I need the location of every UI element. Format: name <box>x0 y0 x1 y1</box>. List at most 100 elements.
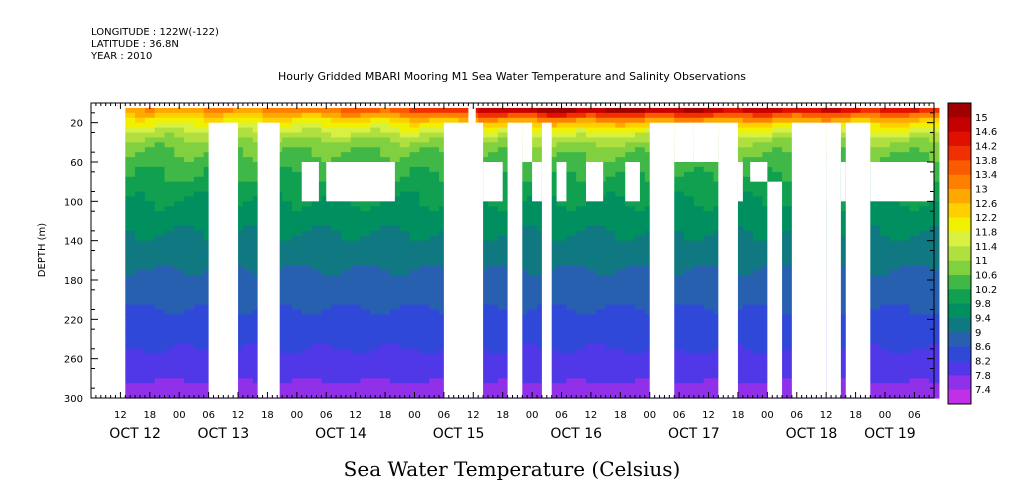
heatmap-cell <box>497 314 509 320</box>
heatmap-cell <box>233 147 244 153</box>
heatmap-cell <box>742 225 754 232</box>
heatmap-cell <box>399 235 411 242</box>
heatmap-cell <box>752 378 764 384</box>
meta-block: LONGITUDE : 122W(-122) LATITUDE : 36.8N … <box>90 27 219 62</box>
heatmap-cell <box>429 250 440 257</box>
missing-data-block <box>835 122 841 399</box>
heatmap-cell <box>184 289 195 296</box>
heatmap-cell <box>154 107 166 114</box>
heatmap-cell <box>164 284 175 291</box>
heatmap-cell <box>752 240 764 247</box>
heatmap-cell <box>733 221 744 227</box>
heatmap-cell <box>478 329 489 335</box>
heatmap-cell <box>193 309 205 316</box>
heatmap-cell <box>487 334 499 340</box>
heatmap-cell <box>497 171 509 178</box>
heatmap-cell <box>595 265 607 271</box>
heatmap-cell <box>850 112 862 119</box>
heatmap-cell <box>193 162 205 168</box>
heatmap-cell <box>331 319 342 325</box>
heatmap-cell <box>125 343 136 350</box>
heatmap-cell <box>399 294 411 301</box>
heatmap-cell <box>762 157 773 163</box>
heatmap-cell <box>380 343 391 350</box>
heatmap-cell <box>693 275 705 281</box>
heatmap-cell <box>331 221 342 227</box>
heatmap-cell <box>605 275 617 281</box>
heatmap-cell <box>880 358 891 365</box>
heatmap-cell <box>184 373 195 379</box>
heatmap-cell <box>419 137 430 143</box>
heatmap-cell <box>899 348 911 355</box>
heatmap-cell <box>438 112 450 119</box>
heatmap-cell <box>282 309 293 316</box>
heatmap-cell <box>517 294 528 301</box>
heatmap-cell <box>154 270 166 276</box>
heatmap-cell <box>360 284 371 291</box>
heatmap-cell <box>340 299 352 306</box>
heatmap-cell <box>233 304 244 311</box>
heatmap-cell <box>262 117 273 124</box>
heatmap-cell <box>703 368 715 375</box>
heatmap-cell <box>154 250 166 257</box>
heatmap-cell <box>340 147 352 153</box>
heatmap-cell <box>193 368 205 375</box>
heatmap-cell <box>889 142 901 148</box>
heatmap-cell <box>419 142 430 148</box>
heatmap-cell <box>674 107 685 114</box>
heatmap-cell <box>595 250 607 257</box>
heatmap-cell <box>752 348 764 355</box>
heatmap-cell <box>507 112 518 119</box>
heatmap-cell <box>291 324 303 330</box>
heatmap-cell <box>409 378 420 384</box>
heatmap-cell <box>370 211 381 217</box>
heatmap-cell <box>693 314 705 320</box>
heatmap-cell <box>615 221 626 227</box>
heatmap-cell <box>311 339 322 345</box>
heatmap-cell <box>321 132 332 139</box>
heatmap-cell <box>350 235 362 242</box>
heatmap-cell <box>546 255 558 261</box>
heatmap-cell <box>399 304 411 311</box>
heatmap-cell <box>487 299 499 306</box>
heatmap-cell <box>419 324 430 330</box>
heatmap-cell <box>595 235 607 242</box>
heatmap-cell <box>556 275 568 281</box>
heatmap-cell <box>370 334 381 340</box>
heatmap-cell <box>184 309 195 316</box>
heatmap-cell <box>350 117 362 124</box>
heatmap-cell <box>674 358 685 365</box>
heatmap-cell <box>576 196 587 202</box>
heatmap-cell <box>487 289 499 296</box>
heatmap-cell <box>380 211 391 217</box>
heatmap-cell <box>242 137 254 143</box>
heatmap-cell <box>615 339 626 345</box>
heatmap-cell <box>350 358 362 365</box>
heatmap-cell <box>419 112 430 119</box>
heatmap-cell <box>831 112 842 119</box>
heatmap-cell <box>693 107 705 114</box>
heatmap-cell <box>370 240 381 247</box>
heatmap-cell <box>321 152 332 158</box>
heatmap-cell <box>233 240 244 247</box>
heatmap-cell <box>909 147 920 153</box>
heatmap-cell <box>546 289 558 296</box>
heatmap-cell <box>919 294 930 301</box>
heatmap-cell <box>791 107 803 114</box>
heatmap-cell <box>880 373 891 379</box>
heatmap-cell <box>595 107 607 114</box>
heatmap-cell <box>487 122 499 129</box>
heatmap-cell <box>919 107 930 114</box>
heatmap-cell <box>125 162 136 168</box>
heatmap-cell <box>684 353 695 360</box>
heatmap-cell <box>389 245 401 252</box>
heatmap-cell <box>742 299 754 306</box>
heatmap-cell <box>184 122 195 129</box>
heatmap-cell <box>517 329 528 335</box>
heatmap-cell <box>370 378 381 384</box>
heatmap-cell <box>419 329 430 335</box>
heatmap-cell <box>419 196 430 202</box>
heatmap-cell <box>742 314 754 320</box>
heatmap-cell <box>605 270 617 276</box>
heatmap-cell <box>203 112 215 119</box>
